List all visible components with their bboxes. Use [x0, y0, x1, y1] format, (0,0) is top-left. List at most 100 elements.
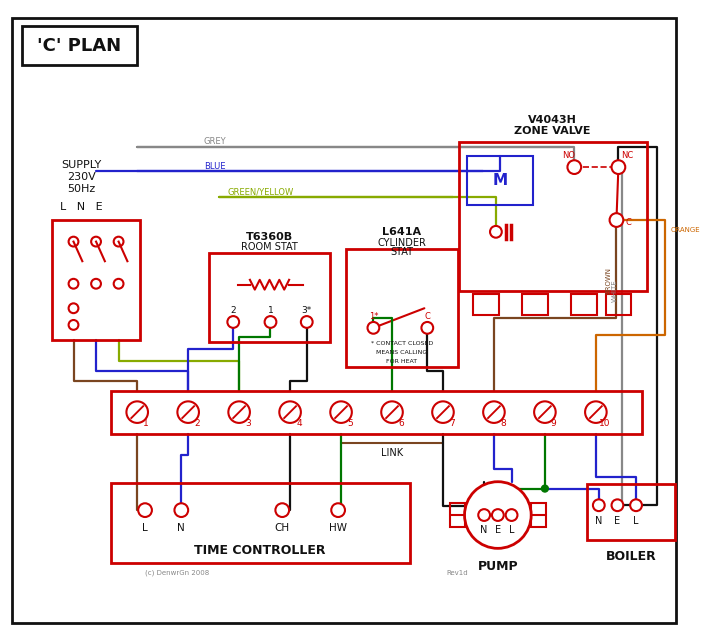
Text: LINK: LINK	[381, 448, 403, 458]
Text: FOR HEAT: FOR HEAT	[386, 359, 418, 363]
Text: 3*: 3*	[302, 306, 312, 315]
Text: 50Hz: 50Hz	[67, 184, 95, 194]
Bar	[531, 503, 546, 527]
Text: L: L	[143, 523, 148, 533]
Circle shape	[368, 322, 379, 334]
Circle shape	[585, 401, 607, 423]
Text: C: C	[625, 217, 631, 226]
Text: T6360B: T6360B	[246, 231, 293, 242]
Bar	[458, 142, 647, 290]
Text: 1*: 1*	[369, 312, 378, 320]
Circle shape	[69, 303, 79, 313]
Circle shape	[478, 509, 490, 521]
Circle shape	[91, 279, 101, 288]
Text: N: N	[480, 525, 488, 535]
Text: BROWN: BROWN	[606, 267, 611, 294]
Circle shape	[567, 160, 581, 174]
Text: L: L	[633, 516, 639, 526]
Bar	[208, 253, 330, 342]
Text: 230V: 230V	[67, 172, 95, 182]
Circle shape	[114, 279, 124, 288]
Circle shape	[126, 401, 148, 423]
Circle shape	[609, 213, 623, 227]
Circle shape	[490, 226, 502, 238]
Text: STAT: STAT	[390, 247, 413, 258]
Bar	[606, 294, 631, 315]
Bar	[571, 294, 597, 315]
Circle shape	[465, 482, 531, 548]
Text: HW: HW	[329, 523, 347, 533]
Bar	[522, 294, 548, 315]
Text: WHITE: WHITE	[611, 279, 618, 302]
Text: BLUE: BLUE	[204, 162, 225, 171]
Text: 1: 1	[267, 306, 273, 315]
Bar	[346, 249, 458, 367]
Circle shape	[138, 503, 152, 517]
Text: * CONTACT CLOSED: * CONTACT CLOSED	[371, 341, 433, 346]
Circle shape	[483, 401, 505, 423]
Text: CYLINDER: CYLINDER	[378, 238, 426, 247]
Circle shape	[69, 237, 79, 247]
Circle shape	[534, 401, 556, 423]
Bar	[450, 503, 465, 527]
Text: E: E	[495, 525, 501, 535]
Text: BOILER: BOILER	[606, 550, 656, 563]
Text: E: E	[614, 516, 621, 526]
Text: 10: 10	[599, 419, 611, 428]
Circle shape	[227, 316, 239, 328]
Bar	[467, 156, 533, 205]
Text: GREEN/YELLOW: GREEN/YELLOW	[227, 187, 293, 196]
Text: L: L	[509, 525, 515, 535]
Text: ORANGE: ORANGE	[670, 227, 700, 233]
Circle shape	[541, 485, 548, 492]
Circle shape	[279, 401, 301, 423]
Text: SUPPLY: SUPPLY	[61, 160, 102, 170]
Text: 2: 2	[230, 306, 236, 315]
Circle shape	[432, 401, 453, 423]
Text: M: M	[492, 173, 508, 188]
Bar	[473, 294, 499, 315]
Text: N: N	[178, 523, 185, 533]
Text: TIME CONTROLLER: TIME CONTROLLER	[194, 544, 326, 557]
Text: Rev1d: Rev1d	[446, 570, 468, 576]
Circle shape	[69, 279, 79, 288]
Text: 9: 9	[551, 419, 557, 428]
Text: 'C' PLAN: 'C' PLAN	[37, 37, 121, 54]
Text: 8: 8	[500, 419, 505, 428]
Circle shape	[421, 322, 433, 334]
Text: 5: 5	[347, 419, 352, 428]
Circle shape	[275, 503, 289, 517]
Text: 3: 3	[245, 419, 251, 428]
Text: ZONE VALVE: ZONE VALVE	[515, 126, 591, 136]
Circle shape	[178, 401, 199, 423]
Text: MEANS CALLING: MEANS CALLING	[376, 350, 428, 355]
Circle shape	[381, 401, 403, 423]
Circle shape	[228, 401, 250, 423]
Circle shape	[265, 316, 277, 328]
Circle shape	[114, 237, 124, 247]
Text: NC: NC	[621, 151, 633, 160]
Text: GREY: GREY	[204, 137, 227, 146]
Bar	[587, 484, 675, 540]
Circle shape	[330, 401, 352, 423]
Text: C: C	[425, 312, 430, 320]
Circle shape	[175, 503, 188, 517]
Bar	[22, 26, 137, 65]
Text: V4043H: V4043H	[529, 115, 577, 125]
Circle shape	[492, 509, 504, 521]
Text: N: N	[595, 516, 602, 526]
Circle shape	[630, 499, 642, 511]
Text: 7: 7	[449, 419, 455, 428]
Text: 1: 1	[143, 419, 149, 428]
Text: L   N   E: L N E	[60, 203, 102, 212]
Circle shape	[69, 320, 79, 330]
Bar	[111, 483, 410, 563]
Bar	[52, 220, 140, 340]
Circle shape	[611, 499, 623, 511]
Circle shape	[611, 160, 625, 174]
Circle shape	[91, 237, 101, 247]
Text: NO: NO	[562, 151, 575, 160]
Text: 4: 4	[296, 419, 302, 428]
Text: PUMP: PUMP	[477, 560, 518, 572]
Text: L641A: L641A	[383, 227, 421, 237]
